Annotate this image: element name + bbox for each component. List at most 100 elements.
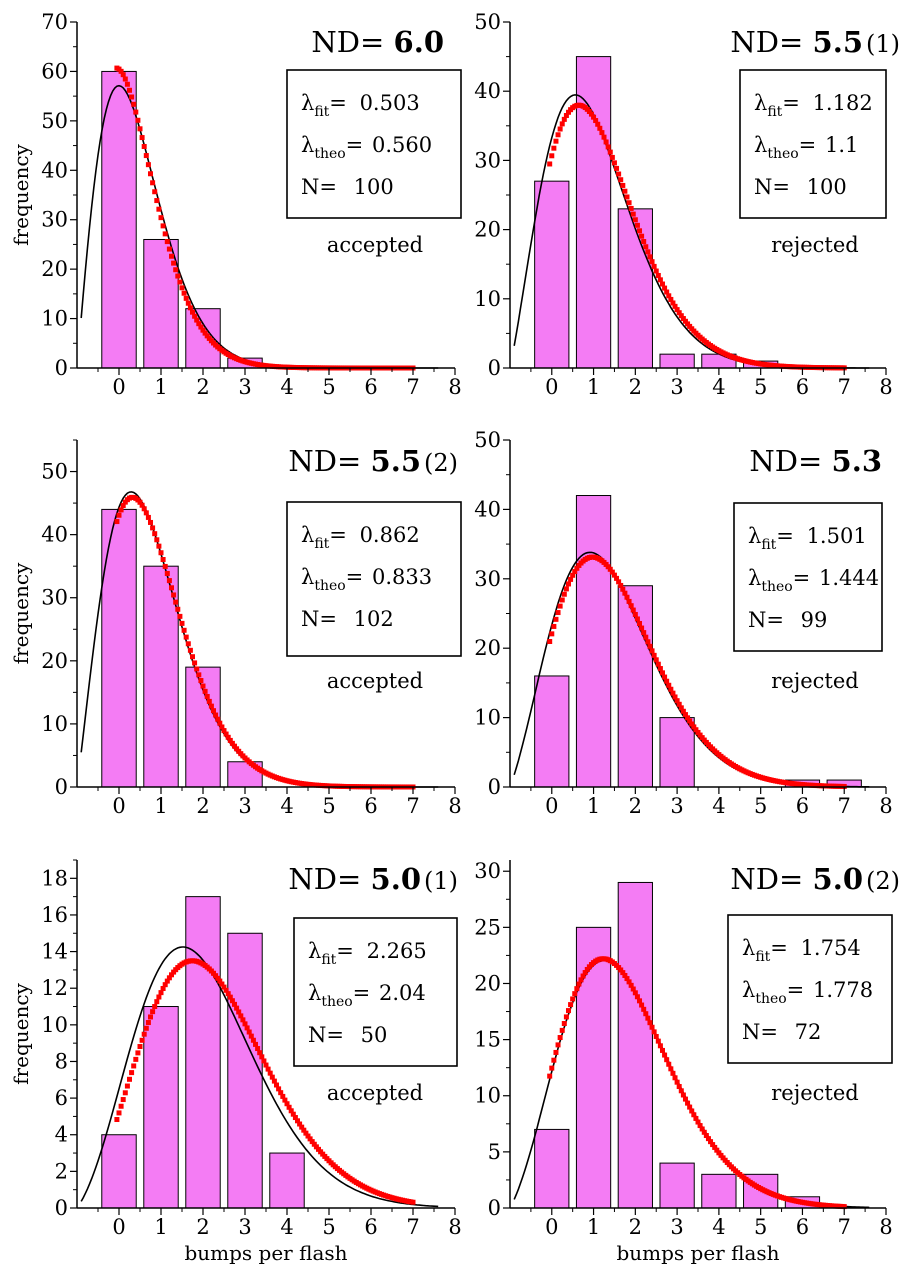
x-tick-label: 1 [587, 1215, 600, 1239]
fit-point [116, 512, 122, 518]
fit-point [219, 981, 225, 987]
histogram-bar [659, 353, 695, 369]
x-tick-label: 5 [322, 794, 335, 818]
panel-title-prefix: ND= [730, 862, 812, 896]
lambda-fit-line: λfit= 0.862 [301, 523, 420, 552]
lambda-fit-subscript: fit [755, 949, 770, 965]
lambda-fit-value: 2.265 [367, 939, 427, 963]
fit-point [559, 1027, 565, 1033]
x-tick-label: 7 [406, 794, 419, 818]
fit-point [551, 145, 557, 151]
fit-point [676, 1084, 682, 1090]
x-tick-label: 7 [406, 375, 419, 399]
fit-point [124, 81, 130, 87]
fit-point [234, 1005, 240, 1011]
y-axis-title: frequency [9, 982, 33, 1084]
fit-point [246, 1029, 252, 1035]
lambda-fit-equals: = [329, 523, 353, 547]
lambda-fit-symbol: λ [308, 939, 321, 963]
x-tick-label: 4 [712, 794, 725, 818]
fit-point [657, 666, 663, 672]
fit-point [701, 1129, 707, 1135]
fit-point [559, 121, 565, 127]
lambda-theo-subscript: theo [767, 146, 798, 162]
fit-point [651, 652, 657, 658]
fit-point [655, 272, 661, 278]
fit-point [253, 1041, 258, 1047]
x-tick-label: 7 [838, 375, 851, 399]
fit-point [204, 333, 210, 339]
fit-point [152, 531, 158, 537]
fit-point [187, 305, 193, 311]
fit-point [662, 285, 668, 291]
panel-title-value: 5.0 [813, 862, 863, 896]
status-label: rejected [771, 233, 858, 257]
fit-point [614, 575, 620, 581]
fit-point [183, 634, 189, 640]
fit-point [221, 728, 227, 734]
fit-point [672, 303, 678, 309]
fit-point [223, 987, 229, 993]
lambda-theo-value: 0.560 [372, 133, 432, 157]
fit-point [135, 117, 141, 123]
fit-point [200, 327, 206, 333]
fit-point [547, 639, 553, 645]
stats-box [293, 917, 458, 1067]
fit-point [653, 1033, 659, 1039]
chart-panel-3: 0 1 2 3 4 5 6 7 8 0 10 20 30 40 50 frequency ND= 5.5 (2) λ… [9, 439, 462, 818]
fit-point [114, 1117, 120, 1123]
fit-point [156, 206, 162, 212]
fit-point [674, 698, 680, 704]
y-axis-title: frequency [9, 143, 33, 245]
n-line: N= 102 [301, 607, 394, 631]
x-tick-label: 4 [280, 794, 293, 818]
x-tick-label: 0 [112, 375, 125, 399]
n-line: N= 99 [748, 608, 827, 632]
lambda-theo-equals: = [346, 565, 370, 589]
fit-point [622, 972, 628, 978]
x-tick-label: 1 [587, 794, 600, 818]
lambda-theo-subscript: theo [755, 991, 786, 1007]
fit-point [639, 233, 645, 239]
fit-point [693, 1115, 699, 1121]
fit-point [152, 189, 158, 195]
fit-point [551, 1057, 557, 1063]
lambda-fit-symbol: λ [742, 936, 755, 960]
stats-box [727, 914, 893, 1064]
fit-point [565, 581, 571, 587]
fit-point [580, 973, 586, 979]
fit-point [609, 569, 615, 575]
fit-point [643, 634, 649, 640]
fit-point [668, 296, 674, 302]
fit-point [133, 109, 139, 115]
x-tick-label: 8 [448, 794, 461, 818]
fit-point [139, 135, 145, 141]
fit-point [280, 1093, 286, 1099]
fit-point [624, 976, 630, 982]
fit-point [141, 1031, 147, 1037]
fit-point [563, 1014, 569, 1020]
status-label: accepted [327, 669, 423, 693]
x-tick-label: 8 [879, 375, 892, 399]
fit-point [668, 686, 674, 692]
fit-point [177, 613, 183, 619]
panel-title-prefix: ND= [288, 862, 370, 896]
fit-point [666, 293, 672, 299]
x-tick-label: 2 [629, 1215, 642, 1239]
fit-point [645, 249, 651, 255]
fit-point [148, 519, 153, 525]
fit-point [657, 1043, 663, 1049]
fit-point [551, 623, 557, 629]
fit-point [655, 661, 661, 667]
theory-curve [80, 946, 439, 1208]
fit-point [682, 318, 688, 324]
fit-point [122, 76, 128, 82]
fit-point [624, 194, 630, 200]
fit-point [618, 967, 624, 973]
panel-title: ND= 5.0 (2) [730, 862, 900, 896]
y-tick-label: 30 [474, 859, 501, 883]
y-tick-label: 20 [41, 649, 68, 673]
fit-point [208, 703, 214, 709]
fit-point [131, 1063, 137, 1069]
histogram-bar [101, 508, 137, 788]
